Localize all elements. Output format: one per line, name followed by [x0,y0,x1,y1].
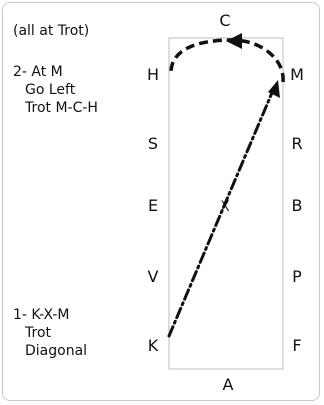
step2-line1: 2- At M [13,64,63,80]
header-note-text: (all at Trot) [13,23,90,39]
step2-line3: Trot M-C-H [25,100,98,116]
step2-instructions: 2- At M Go Left Trot M-C-H [13,63,98,117]
letter-right-b: B [292,196,303,215]
diagonal-arrowhead [268,80,280,98]
letter-left-s: S [148,134,158,153]
step2-line2: Go Left [25,82,76,98]
letter-left-v: V [148,267,159,286]
letter-left-k: K [148,336,159,355]
step1-line1: 1- K-X-M [13,307,70,323]
letter-bottom: A [223,375,234,394]
arena-rectangle [168,37,284,370]
letter-top: C [219,11,230,30]
header-note: (all at Trot) [13,22,89,40]
letter-right-r: R [291,134,302,153]
letter-left-e: E [148,196,158,215]
loop-arrowhead [226,33,242,49]
letter-left-h: H [147,65,159,84]
letter-right-f: F [292,336,301,355]
letter-right-m: M [290,65,304,84]
step1-line3: Diagonal [25,343,88,359]
diagram-frame [2,2,320,401]
letter-right-p: P [292,267,302,286]
diagonal-path-k-x-m [167,86,276,338]
step1-line2: Trot [25,325,51,341]
loop-path-m-c-h [169,38,285,83]
step1-instructions: 1- K-X-M Trot Diagonal [13,306,87,360]
